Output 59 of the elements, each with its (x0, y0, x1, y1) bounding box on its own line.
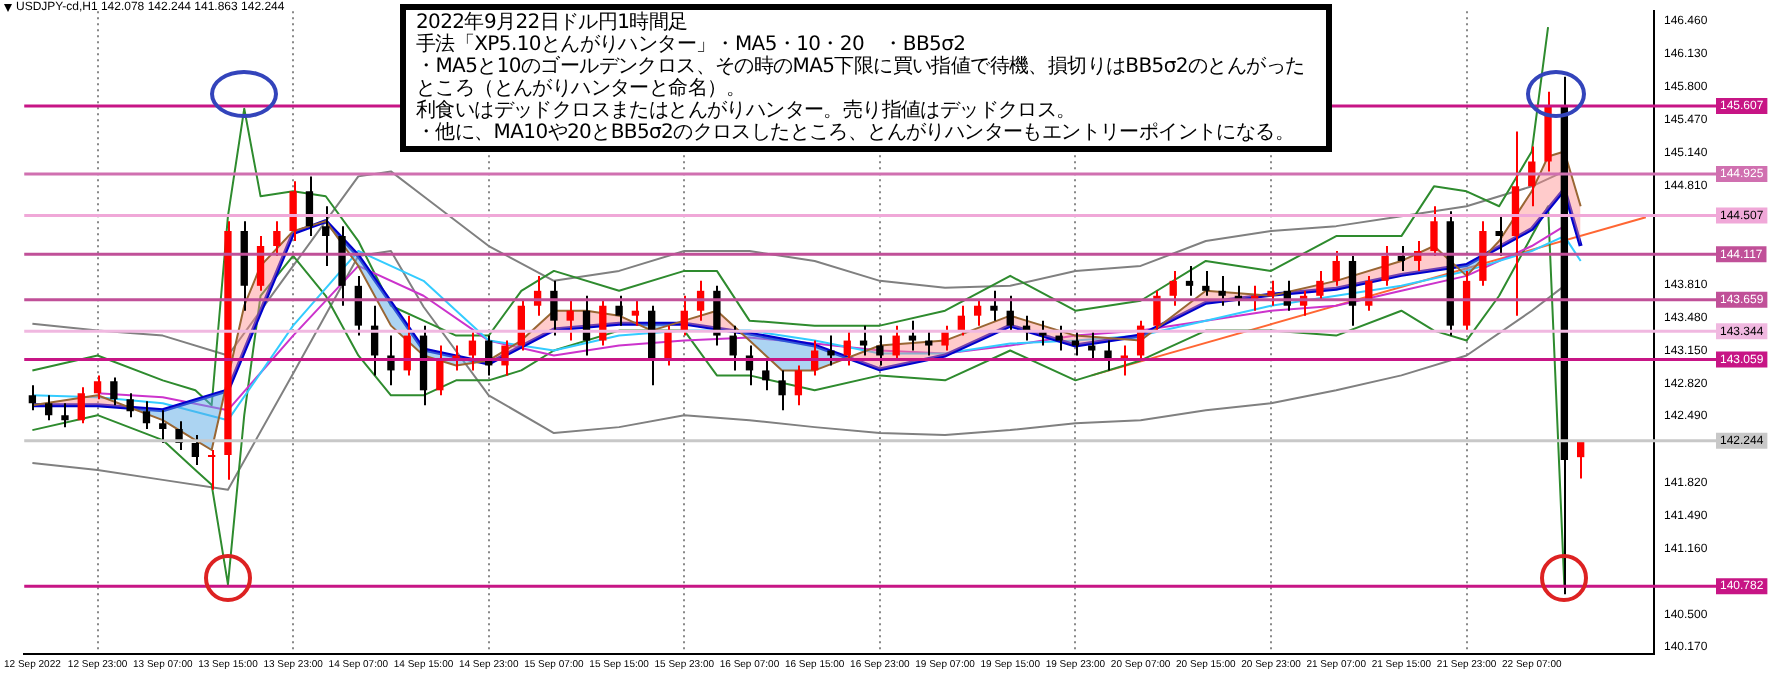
candlestick (794, 364, 803, 407)
candlestick (1006, 294, 1014, 332)
candlestick (550, 279, 558, 337)
candlestick (680, 294, 688, 337)
candlestick (273, 220, 281, 257)
candlestick (566, 299, 574, 342)
candlestick (1169, 269, 1177, 307)
candlestick (436, 344, 444, 397)
candlestick (142, 400, 151, 431)
candlestick (843, 329, 851, 367)
candlestick (77, 386, 85, 425)
candlestick (1071, 329, 1080, 357)
candlestick (1381, 245, 1389, 287)
candlestick (908, 319, 917, 352)
candlestick (1153, 289, 1161, 332)
candlestick (1332, 250, 1340, 287)
candlestick (1397, 245, 1406, 272)
candlestick (941, 324, 949, 352)
candlestick (159, 409, 167, 445)
candlestick (631, 299, 640, 327)
candlestick (289, 180, 297, 243)
candlestick (990, 289, 998, 322)
candlestick (859, 324, 868, 357)
candlestick (110, 376, 118, 407)
candlestick (207, 449, 216, 491)
candlestick (664, 324, 672, 367)
candlestick (1430, 205, 1438, 257)
candlestick (1462, 269, 1471, 332)
candlestick (1202, 269, 1210, 297)
candlestick (762, 359, 770, 392)
candlestick (45, 394, 53, 422)
candlestick (61, 402, 69, 429)
candlestick (1495, 215, 1503, 257)
candlestick (778, 369, 786, 412)
candlestick (93, 374, 102, 401)
annotation: 利食いはデッドクロスまたはとんがりハンター。売り指値はデッドクロス。 (416, 100, 1078, 122)
candlestick (322, 205, 330, 267)
annotation: ・他に、MA10や20とBB5σ2のクロスしたところ、とんがりハンターもエントリーポイントになる。 (416, 122, 1297, 144)
chart-title: 2022年9月22日ドル円1時間足 (416, 12, 690, 34)
candlestick (1267, 279, 1275, 307)
candlestick (28, 384, 37, 412)
candlestick (468, 329, 477, 372)
candlestick (925, 329, 933, 357)
annotation: ・MA5と10のゴールデンクロス、その時のMA5下限に買い指値で待機、損切りはBB5σ2のとんがったところ（とんがりハンターと命名）。 (416, 56, 1307, 100)
candlestick (973, 299, 982, 327)
candlestick (191, 434, 200, 466)
annotation: 手法「XP5.10とんがりハンター」・MA5・10・20 ・BB5σ2 (416, 34, 968, 56)
candlestick (729, 324, 737, 372)
candlestick (1088, 329, 1096, 362)
candlestick (957, 304, 966, 337)
candlestick (1218, 274, 1226, 307)
candlestick (1348, 254, 1357, 327)
candlestick (892, 324, 900, 362)
candlestick (615, 294, 623, 327)
candlestick (126, 392, 134, 419)
candlestick (1055, 324, 1063, 352)
candlestick (1316, 269, 1324, 302)
candlestick (876, 334, 884, 367)
candlestick (1185, 264, 1194, 297)
